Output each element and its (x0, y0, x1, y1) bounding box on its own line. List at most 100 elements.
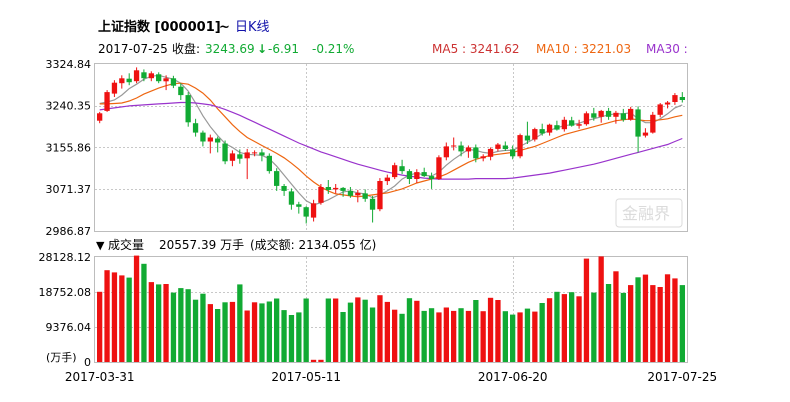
volume-bar (406, 298, 413, 362)
volume-y-tick: 9376.04 (46, 321, 92, 334)
volume-bar (605, 284, 612, 362)
candlestick (384, 174, 390, 185)
candlestick (200, 130, 206, 147)
volume-title: 成交量 (108, 237, 144, 252)
candle-body (679, 97, 685, 100)
candle-body (554, 125, 560, 130)
volume-bar (414, 300, 420, 362)
candlestick (620, 108, 626, 122)
candlestick (679, 92, 685, 103)
volume-bar (620, 292, 626, 362)
volume-y-tick: 0 (84, 356, 91, 369)
volume-bar (473, 300, 479, 362)
volume-bar (679, 285, 685, 362)
candle-body (119, 78, 125, 84)
volume-bar (539, 303, 545, 362)
volume-bar (97, 291, 103, 362)
collapse-arrow-icon[interactable]: ▼ (96, 239, 105, 252)
volume-bar (281, 310, 287, 362)
candlestick (613, 110, 619, 124)
candle-body (414, 172, 420, 179)
volume-bar (421, 310, 427, 362)
header-date: 2017-07-25 (98, 42, 168, 56)
volume-y-ticks: 28128.12 18752.08 9376.04 0 (39, 251, 92, 369)
candlestick (288, 188, 295, 210)
date-tick: 2017-07-25 (647, 370, 717, 384)
volume-bar (657, 287, 663, 362)
candle-body (377, 181, 383, 210)
candle-body (443, 146, 449, 158)
candle-body (369, 198, 376, 210)
volume-bar (458, 308, 464, 362)
candlestick (133, 67, 140, 84)
candlestick (591, 107, 597, 121)
candlestick (510, 145, 516, 160)
volume-bar (502, 311, 508, 362)
candlestick (672, 93, 678, 105)
price-panel (94, 63, 688, 232)
candlestick (111, 80, 118, 97)
candle-body (222, 143, 228, 162)
candlestick (399, 159, 405, 175)
turnover-amount: (成交额: 2134.055 亿) (250, 237, 376, 252)
candle-body (178, 86, 184, 96)
price-y-tick: 3240.35 (46, 100, 92, 113)
candlestick (524, 121, 531, 144)
volume-bar (333, 298, 339, 362)
volume-bar (244, 310, 250, 362)
candlestick (303, 206, 309, 224)
volume-bar (126, 277, 132, 362)
volume-bar (163, 284, 169, 362)
volume-bar (170, 292, 177, 362)
volume-bar (251, 302, 258, 362)
candlestick (266, 153, 272, 174)
candlestick (377, 178, 383, 212)
candle-body (428, 176, 435, 180)
candlestick (355, 189, 361, 203)
volume-bar (318, 359, 324, 362)
candlestick (458, 141, 464, 157)
volume-bar (399, 313, 405, 362)
candle-body (215, 138, 221, 143)
volume-bar (569, 292, 575, 362)
candle-body (303, 207, 309, 217)
volume-y-tick: 18752.08 (39, 286, 92, 299)
candlestick (546, 123, 553, 136)
candlestick (244, 148, 250, 180)
index-name: 上证指数 [000001] (98, 19, 221, 35)
volume-bar (561, 294, 567, 362)
close-value: 3243.69 (205, 42, 255, 56)
volume-bar (650, 285, 656, 362)
candlestick (192, 118, 199, 137)
chart-type-link[interactable]: 日K线 (235, 20, 270, 35)
watermark-logo: 金融界 (615, 198, 683, 228)
candle-body (495, 144, 501, 149)
candlestick (333, 184, 339, 194)
candlestick (517, 133, 523, 159)
candlestick (318, 184, 324, 205)
candlestick (406, 169, 413, 184)
ma5-label: MA5 : 3241.62 (432, 42, 520, 56)
candlestick (163, 75, 169, 91)
candle-body (650, 114, 656, 133)
candlestick (178, 83, 184, 100)
candle-body (200, 132, 206, 142)
candle-body (384, 177, 390, 182)
candlestick (605, 107, 612, 120)
close-label: 收盘: (172, 41, 200, 56)
candle-body (451, 145, 457, 147)
candlestick (428, 172, 435, 189)
candle-body (517, 135, 523, 157)
candle-body (111, 82, 118, 94)
volume-bar (510, 314, 516, 362)
candle-body (392, 165, 398, 178)
candle-body (362, 193, 368, 199)
volume-panel (94, 256, 688, 363)
candlestick (628, 106, 634, 121)
candlestick (97, 111, 103, 124)
candle-body (642, 132, 649, 136)
candle-body (561, 119, 567, 130)
candle-body (576, 124, 582, 126)
volume-bar (207, 304, 213, 362)
volume-bar (642, 274, 649, 362)
